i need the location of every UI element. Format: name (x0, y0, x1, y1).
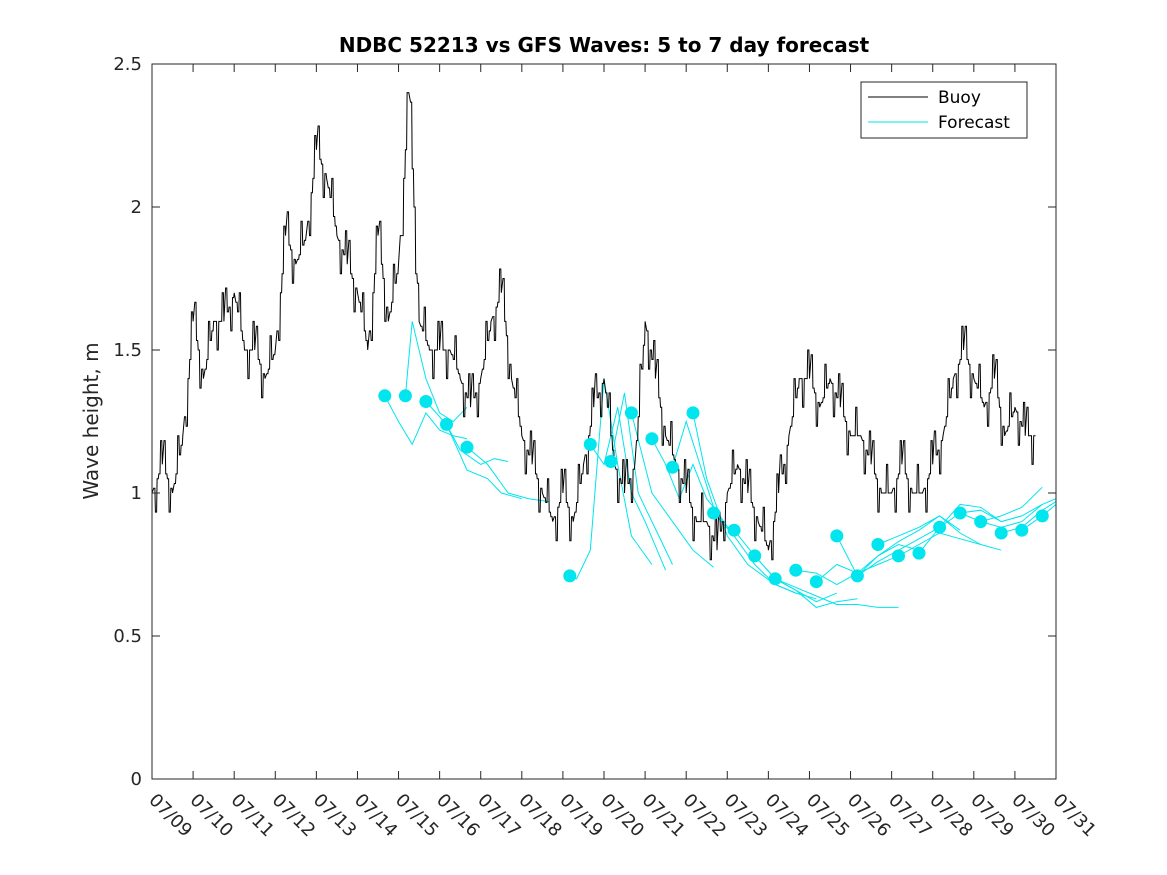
forecast-line (836, 526, 940, 577)
legend-forecast-label: Forecast (938, 113, 1010, 133)
forecast-line (980, 498, 1057, 528)
forecast-point (419, 395, 433, 408)
forecast-point (460, 440, 474, 454)
forecast-point (398, 389, 412, 403)
legend-buoy-label: Buoy (938, 88, 981, 108)
y-axis-label: Wave height, m (79, 342, 103, 499)
forecast-point (974, 515, 988, 529)
forecast-line (610, 392, 673, 565)
forecast-point (830, 529, 844, 543)
buoy-series (151, 92, 1036, 561)
forecast-point (378, 389, 392, 403)
forecast-point (707, 506, 721, 520)
forecast-line (815, 543, 920, 583)
forecast-point (892, 549, 905, 563)
forecast-point (563, 569, 577, 583)
forecast-line (775, 578, 899, 608)
forecast-line (589, 407, 667, 571)
forecast-point (1015, 523, 1029, 537)
forecast-point (850, 569, 864, 583)
legend-box (860, 81, 1028, 139)
y-tick-label: 1 (131, 483, 142, 504)
chart-title: NDBC 52213 vs GFS Waves: 5 to 7 day fore… (339, 33, 870, 57)
forecast-point (583, 437, 597, 451)
forecast-line (795, 555, 899, 586)
forecast-series-points (378, 389, 1049, 589)
y-tick-label: 1.5 (113, 340, 142, 361)
forecast-point (440, 417, 453, 431)
forecast-point (666, 460, 679, 474)
y-axis: 0 0.5 1 1.5 2 2.5 (113, 54, 1056, 790)
forecast-point (789, 563, 803, 577)
forecast-point (953, 506, 967, 520)
forecast-point (1035, 509, 1049, 523)
forecast-point (686, 406, 700, 420)
forecast-point (871, 538, 885, 551)
forecast-point (727, 523, 741, 537)
forecast-point (645, 432, 659, 446)
forecast-point (604, 455, 618, 468)
forecast-line (877, 515, 981, 545)
forecast-line (384, 395, 468, 446)
forecast-point (748, 549, 762, 563)
y-tick-label: 2.5 (113, 54, 142, 75)
forecast-point (624, 406, 638, 420)
plot-area (152, 64, 1056, 779)
forecast-line (466, 446, 550, 503)
forecast-point (933, 520, 947, 534)
y-tick-label: 2 (131, 197, 142, 218)
forecast-point (768, 572, 782, 586)
forecast-line (898, 532, 1002, 557)
forecast-line (630, 412, 714, 568)
forecast-line (446, 424, 522, 500)
legend: Buoy Forecast (860, 81, 1028, 139)
buoy-line (151, 92, 1036, 561)
y-tick-label: 0 (131, 769, 142, 790)
forecast-line (959, 486, 1043, 523)
forecast-line (404, 321, 468, 423)
forecast-point (809, 575, 823, 589)
y-tick-label: 0.5 (113, 626, 142, 647)
forecast-line (1001, 501, 1057, 534)
forecast-point (994, 526, 1008, 540)
forecast-point (912, 546, 926, 560)
